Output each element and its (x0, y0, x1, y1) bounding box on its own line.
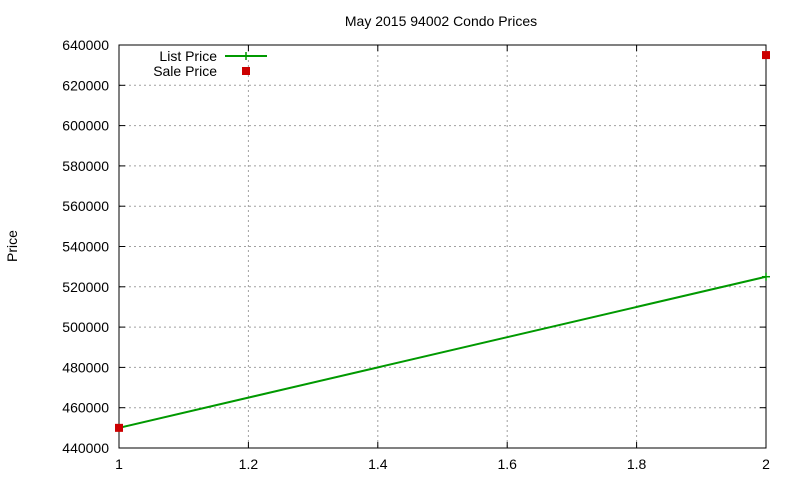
plot-frame (118, 44, 767, 449)
square-marker (242, 67, 250, 75)
y-tick-label: 460000 (62, 400, 109, 416)
series-list-price (115, 272, 770, 432)
axis-tick-labels: 1 1.2 1.4 1.6 1.8 2 440000 460000 480000 500000 52… (62, 37, 770, 472)
y-tick-label: 640000 (62, 37, 109, 53)
y-tick-label: 620000 (62, 77, 109, 93)
x-tick-label: 1 (115, 456, 123, 472)
series-line (118, 275, 767, 429)
legend-item: Sale Price (153, 63, 250, 79)
x-tick-label: 2 (762, 456, 770, 472)
axis-ticks (118, 44, 767, 449)
legend-label: Sale Price (153, 63, 217, 79)
y-axis-label: Price (4, 230, 20, 262)
y-tick-label: 480000 (62, 359, 109, 375)
x-tick-label: 1.8 (627, 456, 647, 472)
x-tick-label: 1.6 (497, 456, 517, 472)
y-tick-label: 520000 (62, 279, 109, 295)
x-tick-label: 1.4 (368, 456, 388, 472)
grid-lines (119, 45, 766, 448)
chart-title: May 2015 94002 Condo Prices (345, 13, 537, 29)
data-series (115, 51, 770, 432)
y-tick-label: 440000 (62, 440, 109, 456)
y-tick-label: 600000 (62, 118, 109, 134)
legend-label: List Price (159, 48, 217, 64)
square-marker (115, 423, 123, 432)
y-tick-label: 500000 (62, 319, 109, 335)
x-tick-label: 1.2 (239, 456, 259, 472)
square-marker (762, 51, 770, 60)
series-sale-price (115, 51, 770, 432)
y-tick-label: 580000 (62, 158, 109, 174)
y-tick-label: 540000 (62, 239, 109, 255)
legend-item: List Price (159, 48, 267, 64)
y-tick-label: 560000 (62, 198, 109, 214)
